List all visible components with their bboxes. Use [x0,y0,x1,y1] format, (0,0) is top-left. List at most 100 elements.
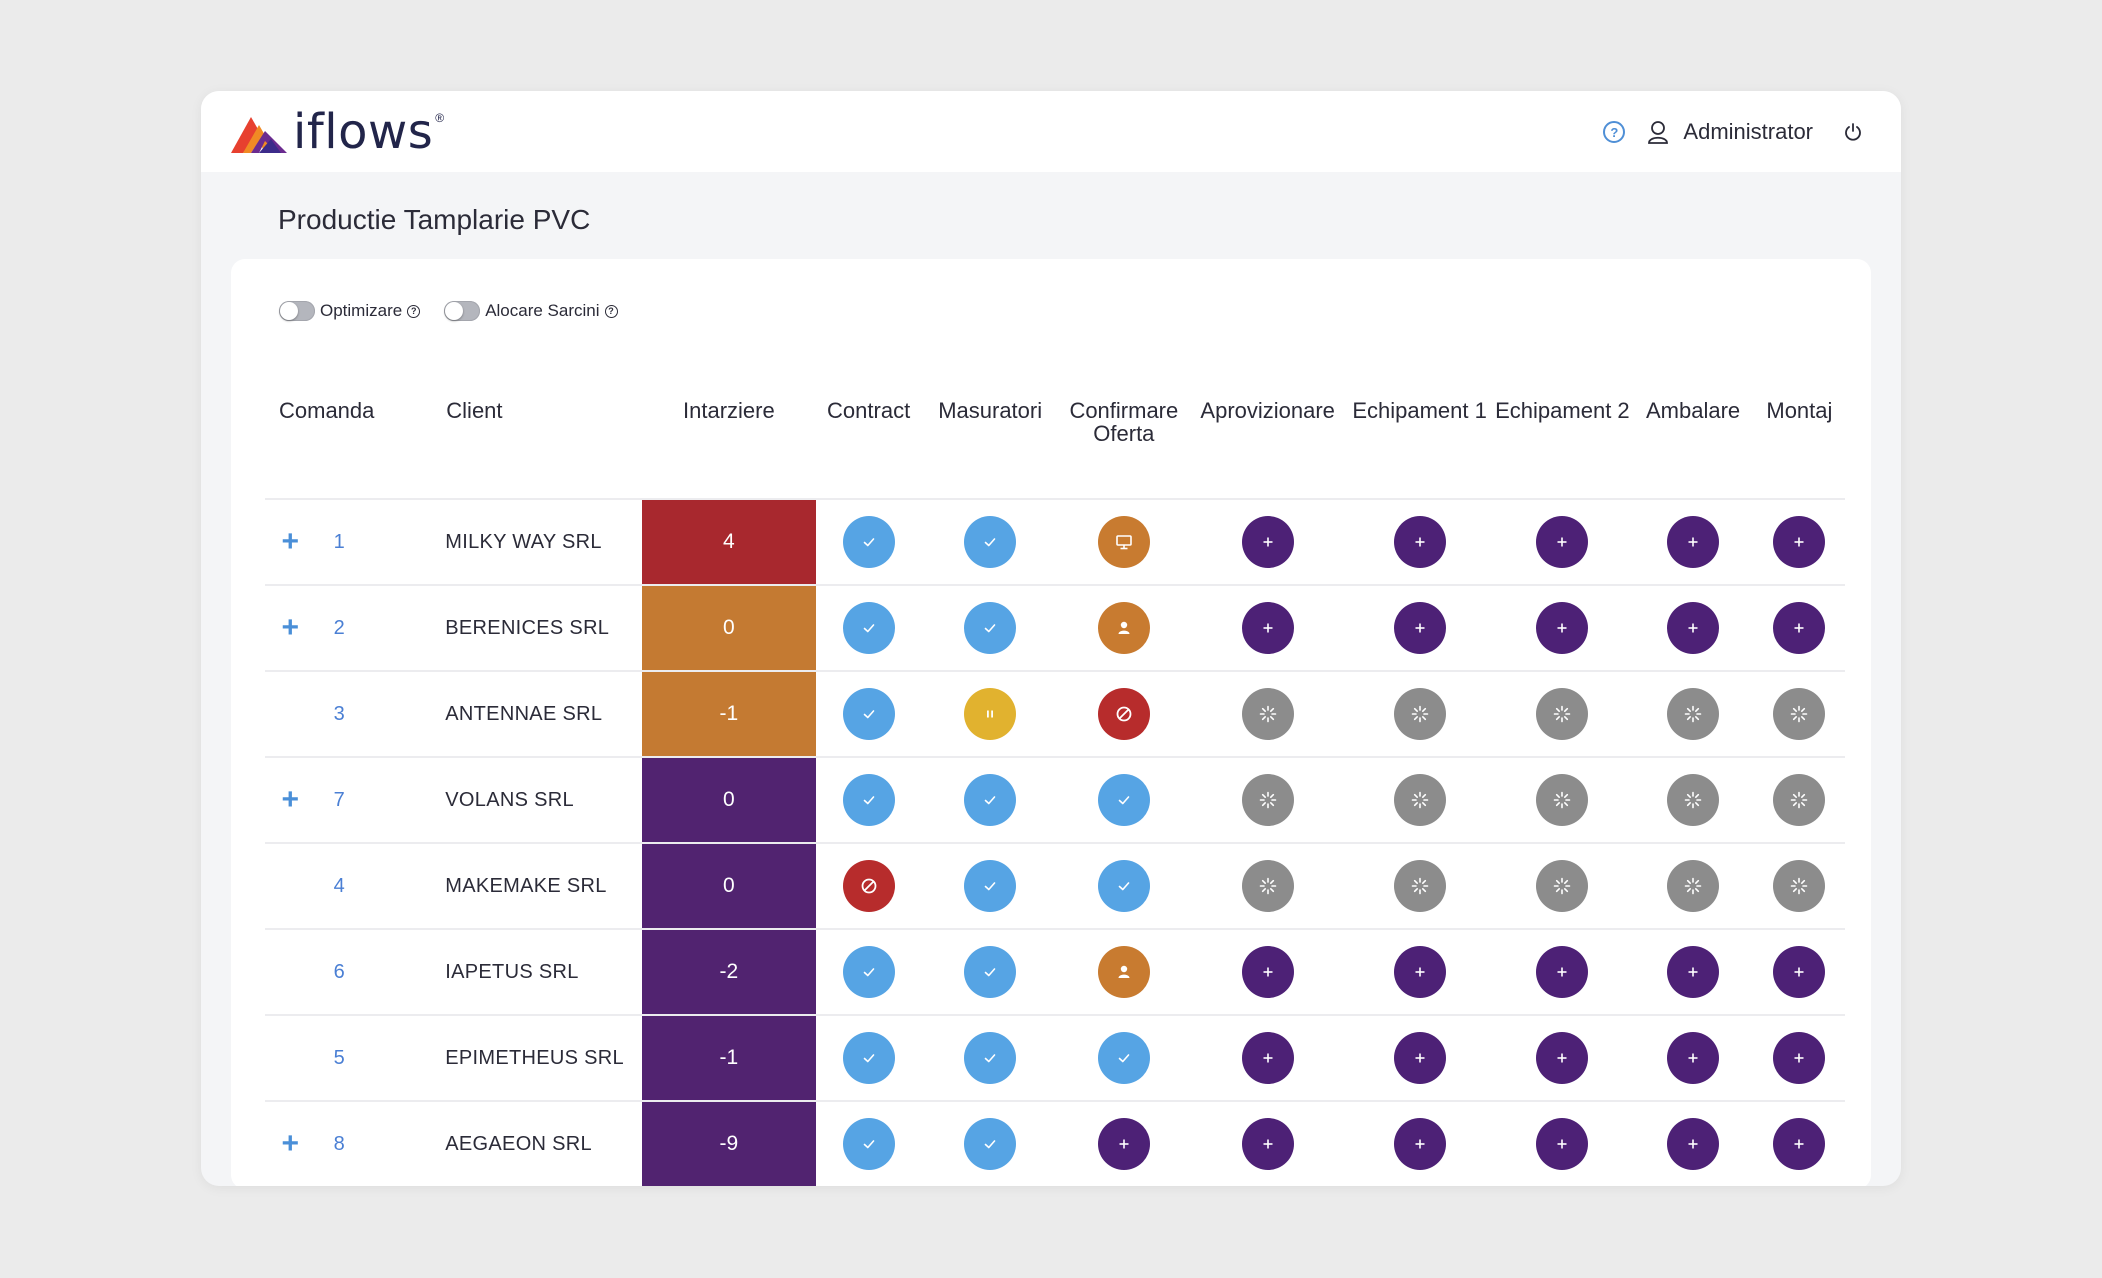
stage-status-waiting[interactable] [1667,774,1720,826]
expand-row-icon[interactable]: + [281,525,300,558]
stage-status-review[interactable] [1097,516,1150,568]
stage-status-done[interactable] [842,1118,895,1170]
stage-status-add[interactable] [1667,1032,1720,1084]
stage-status-done[interactable] [842,1032,895,1084]
col-header-intarziere[interactable]: Intarziere [683,398,775,423]
stage-status-add[interactable] [1393,1032,1446,1084]
stage-status-add[interactable] [1393,946,1446,998]
stage-status-done[interactable] [842,516,895,568]
stage-status-add[interactable] [1393,1118,1446,1170]
user-name[interactable]: Administrator [1683,119,1813,144]
order-number-link[interactable]: 5 [333,1046,345,1069]
stage-status-done[interactable] [842,946,895,998]
order-number-link[interactable]: 6 [333,960,345,983]
stage-status-add[interactable] [1241,1032,1294,1084]
table-row[interactable]: 6 IAPETUS SRL -2 [265,928,1845,1015]
stage-status-done[interactable] [842,774,895,826]
stage-status-waiting[interactable] [1393,860,1446,912]
stage-status-add[interactable] [1667,516,1720,568]
stage-status-done[interactable] [964,946,1017,998]
stage-status-add[interactable] [1536,516,1589,568]
stage-status-add[interactable] [1241,516,1294,568]
stage-status-done[interactable] [1097,1032,1150,1084]
power-icon[interactable] [1843,122,1863,142]
stage-status-waiting[interactable] [1667,688,1720,740]
col-header-confirmare-oferta[interactable]: Confirmare Oferta [1069,398,1179,446]
stage-status-done[interactable] [964,602,1017,654]
optimizare-help-icon[interactable]: ? [407,304,421,318]
stage-status-waiting[interactable] [1241,774,1294,826]
order-number-link[interactable]: 4 [333,874,345,897]
order-number-link[interactable]: 1 [333,530,345,553]
stage-status-waiting[interactable] [1536,688,1589,740]
alocare-sarcini-help-icon[interactable]: ? [604,304,618,318]
stage-status-done[interactable] [964,774,1017,826]
col-header-aprovizionare[interactable]: Aprovizionare [1200,398,1335,423]
stage-status-add[interactable] [1536,602,1589,654]
stage-status-waiting[interactable] [1536,860,1589,912]
stage-status-paused[interactable] [964,688,1017,740]
expand-row-icon[interactable]: + [281,783,300,816]
col-header-ambalare[interactable]: Ambalare [1645,398,1741,423]
stage-status-assigned[interactable] [1097,602,1150,654]
order-number-link[interactable]: 2 [333,616,345,639]
table-row[interactable]: 3 ANTENNAE SRL -1 [265,670,1845,757]
col-header-client[interactable]: Client [446,398,503,423]
stage-status-waiting[interactable] [1773,688,1826,740]
stage-status-add[interactable] [1667,1118,1720,1170]
help-icon[interactable]: ? [1603,121,1626,143]
expand-row-icon[interactable]: + [281,611,300,644]
order-number-link[interactable]: 7 [333,788,345,811]
stage-status-waiting[interactable] [1773,774,1826,826]
order-number-link[interactable]: 3 [333,702,345,725]
stage-status-add[interactable] [1773,602,1826,654]
col-header-masuratori[interactable]: Masuratori [938,398,1043,423]
table-row[interactable]: 4 MAKEMAKE SRL 0 [265,842,1845,929]
user-icon[interactable] [1647,120,1669,144]
stage-status-add[interactable] [1773,946,1826,998]
stage-status-done[interactable] [964,516,1017,568]
stage-status-done[interactable] [964,1032,1017,1084]
stage-status-add[interactable] [1536,1032,1589,1084]
col-header-montaj[interactable]: Montaj [1766,398,1833,423]
stage-status-waiting[interactable] [1393,688,1446,740]
stage-status-add[interactable] [1241,1118,1294,1170]
stage-status-add[interactable] [1773,1032,1826,1084]
stage-status-waiting[interactable] [1241,688,1294,740]
stage-status-assigned[interactable] [1097,946,1150,998]
table-row[interactable]: 5 EPIMETHEUS SRL -1 [265,1014,1845,1101]
stage-status-waiting[interactable] [1241,860,1294,912]
stage-status-blocked[interactable] [1097,688,1150,740]
stage-status-done[interactable] [1097,774,1150,826]
stage-status-done[interactable] [964,860,1017,912]
table-row[interactable]: +2 BERENICES SRL 0 [265,584,1845,671]
stage-status-add[interactable] [1097,1118,1150,1170]
stage-status-add[interactable] [1393,516,1446,568]
stage-status-blocked[interactable] [842,860,895,912]
order-number-link[interactable]: 8 [333,1132,345,1155]
stage-status-add[interactable] [1773,516,1826,568]
table-row[interactable]: +8 AEGAEON SRL -9 [265,1100,1845,1186]
col-header-echipament-2[interactable]: Echipament 2 [1495,398,1630,423]
stage-status-waiting[interactable] [1393,774,1446,826]
col-header-comanda[interactable]: Comanda [279,398,375,423]
expand-row-icon[interactable]: + [281,1127,300,1160]
stage-status-add[interactable] [1393,602,1446,654]
stage-status-add[interactable] [1536,1118,1589,1170]
stage-status-done[interactable] [842,602,895,654]
stage-status-add[interactable] [1241,602,1294,654]
logo[interactable]: iflows ® [229,108,444,156]
stage-status-waiting[interactable] [1667,860,1720,912]
optimizare-switch[interactable] [279,301,315,321]
col-header-contract[interactable]: Contract [827,398,911,423]
table-row[interactable]: +1 MILKY WAY SRL 4 [265,498,1845,585]
stage-status-add[interactable] [1536,946,1589,998]
stage-status-add[interactable] [1773,1118,1826,1170]
col-header-echipament-1[interactable]: Echipament 1 [1352,398,1487,423]
stage-status-add[interactable] [1667,602,1720,654]
stage-status-add[interactable] [1241,946,1294,998]
stage-status-done[interactable] [964,1118,1017,1170]
stage-status-done[interactable] [1097,860,1150,912]
stage-status-waiting[interactable] [1536,774,1589,826]
stage-status-add[interactable] [1667,946,1720,998]
